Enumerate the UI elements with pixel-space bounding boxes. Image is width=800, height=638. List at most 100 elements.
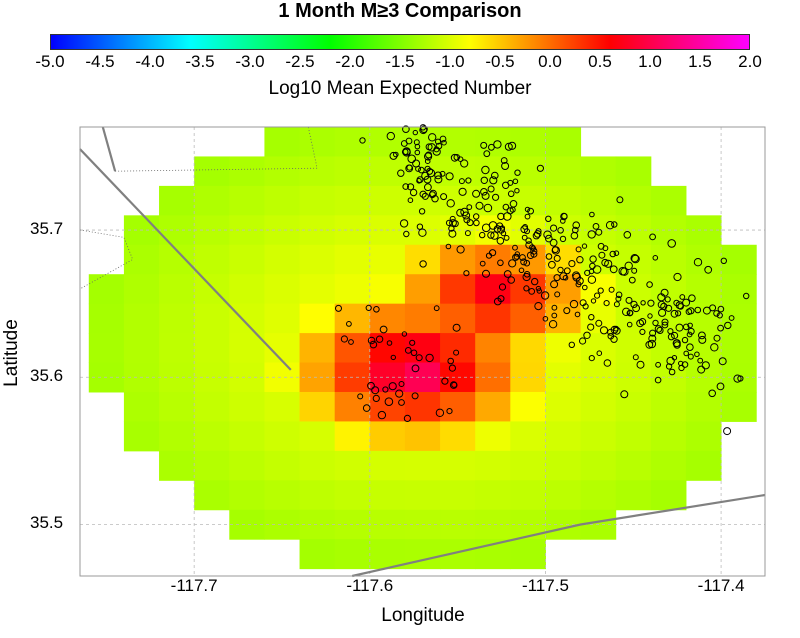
earthquake-marker	[611, 221, 618, 228]
heatmap-cell	[721, 244, 757, 275]
earthquake-marker	[599, 326, 609, 335]
earthquake-marker	[548, 320, 558, 329]
heatmap-cell	[334, 333, 371, 364]
earthquake-marker	[624, 261, 633, 270]
earthquake-marker	[603, 300, 610, 307]
heatmap-cell	[685, 244, 722, 275]
earthquake-marker	[367, 336, 376, 345]
earthquake-marker	[451, 220, 459, 228]
heatmap-cell	[159, 303, 195, 334]
earthquake-marker	[664, 296, 671, 303]
y-axis-label: Latitude	[1, 319, 22, 387]
earthquake-marker	[359, 137, 366, 144]
heatmap-cell	[264, 450, 301, 481]
earthquake-marker	[501, 162, 510, 170]
heatmap-cell	[88, 303, 125, 334]
earthquake-marker	[398, 399, 405, 406]
earthquake-marker	[466, 204, 473, 211]
earthquake-marker	[416, 223, 424, 230]
heatmap-cell	[369, 185, 406, 216]
heatmap-cell	[580, 480, 617, 511]
earthquake-marker	[694, 306, 702, 314]
heatmap-cell	[440, 185, 476, 216]
heatmap-cell	[545, 185, 582, 216]
heatmap-cell	[299, 215, 336, 246]
earthquake-marker	[647, 299, 655, 307]
earthquake-marker	[500, 230, 507, 237]
earthquake-marker	[649, 233, 656, 241]
earthquake-marker	[507, 276, 516, 284]
heatmap-cell	[404, 244, 441, 275]
heatmap-cell	[229, 274, 265, 305]
heatmap-cell	[334, 185, 371, 216]
earthquake-marker	[733, 374, 742, 383]
earthquake-marker	[407, 197, 414, 203]
earthquake-marker	[698, 335, 707, 344]
earthquake-marker	[575, 281, 582, 288]
heatmap-cell	[615, 421, 652, 452]
earthquake-marker	[379, 325, 388, 334]
earthquake-marker	[346, 321, 352, 327]
earthquake-marker	[419, 190, 427, 198]
earthquake-marker	[482, 269, 490, 278]
earthquake-marker	[445, 172, 454, 181]
heatmap-cell	[264, 480, 301, 511]
heatmap-cell	[721, 274, 757, 305]
earthquake-marker	[503, 212, 512, 221]
heatmap-cell	[369, 333, 406, 364]
earthquake-marker	[626, 321, 633, 328]
earthquake-marker	[677, 303, 685, 310]
earthquake-marker	[652, 254, 659, 261]
earthquake-marker	[660, 302, 668, 310]
chart-title: 1 Month M≥3 Comparison	[278, 0, 522, 22]
earthquake-marker	[534, 302, 543, 311]
earthquake-marker	[440, 193, 448, 201]
earthquake-marker	[424, 152, 433, 161]
earthquake-marker	[531, 277, 539, 286]
earthquake-marker	[382, 386, 389, 393]
y-tick-label: 35.6	[30, 366, 64, 386]
earthquake-marker	[473, 219, 480, 227]
earthquake-marker	[540, 291, 550, 300]
heatmap-cell	[299, 333, 336, 364]
x-tick-label: -117.7	[170, 576, 218, 595]
fault-line	[79, 148, 292, 371]
heatmap-cell	[299, 156, 336, 187]
heatmap-cell	[159, 274, 195, 305]
earthquake-marker	[389, 151, 398, 160]
heatmap-cell	[440, 156, 476, 187]
heatmap-cell	[475, 274, 511, 305]
earthquake-marker	[439, 170, 446, 177]
earthquake-marker	[409, 188, 418, 197]
heatmap-cell	[615, 156, 652, 187]
earthquake-marker	[592, 223, 600, 230]
earthquake-marker	[557, 266, 564, 274]
colorbar-tick-labels: -5.0 -4.5 -4.0 -3.5 -3.0 -2.5 -2.0 -1.5 -1.0 -0.5…	[0, 52, 800, 72]
heatmap-cell	[510, 391, 546, 422]
earthquake-marker	[496, 237, 505, 245]
earthquake-marker	[481, 165, 490, 175]
earthquake-marker	[613, 301, 620, 308]
heatmap-cell	[123, 421, 160, 452]
earthquake-marker	[424, 183, 432, 192]
earthquake-marker	[402, 125, 410, 133]
earthquake-marker	[655, 361, 661, 368]
heatmap-cell	[685, 450, 722, 481]
earthquake-marker	[661, 318, 669, 326]
earthquake-marker	[533, 230, 542, 238]
heatmap-cell	[510, 215, 546, 246]
earthquake-marker	[401, 331, 408, 337]
earthquake-marker	[504, 142, 513, 151]
heatmap-cell	[159, 421, 195, 452]
earthquake-marker	[572, 221, 581, 229]
heatmap-cell	[194, 480, 230, 511]
heatmap-cell	[264, 244, 301, 275]
heatmap-cell	[404, 333, 441, 364]
earthquake-marker	[569, 299, 579, 309]
heatmap-cell	[475, 391, 511, 422]
heatmap-cell	[545, 156, 582, 187]
earthquake-marker	[512, 244, 518, 251]
earthquake-marker	[528, 288, 536, 295]
heatmap-cell	[299, 362, 336, 393]
heatmap-cell	[721, 362, 757, 393]
